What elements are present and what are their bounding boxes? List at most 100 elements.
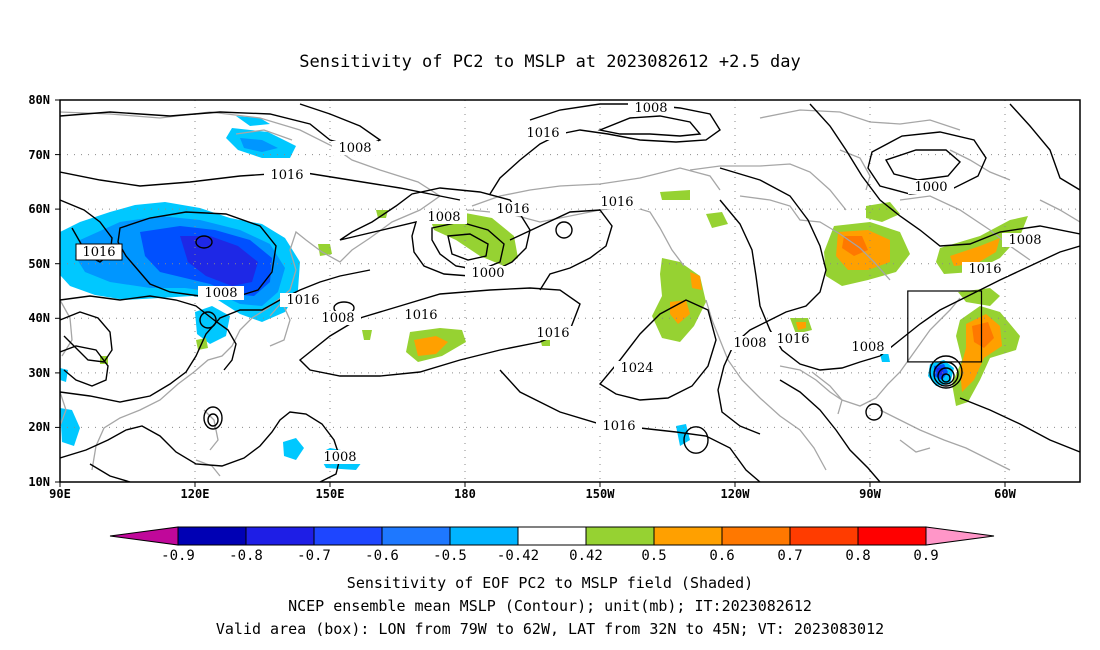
lat-label: 30N <box>28 366 50 380</box>
colorbar-tick-label: -0.8 <box>229 548 263 564</box>
lat-label: 40N <box>28 311 50 325</box>
contour-label: 1008 <box>315 311 361 326</box>
colorbar-swatch <box>653 526 723 546</box>
svg-text:1016: 1016 <box>82 245 115 260</box>
svg-text:1016: 1016 <box>776 332 809 347</box>
colorbar-tick-label: -0.42 <box>497 548 539 564</box>
contour-label: 1016 <box>280 293 326 308</box>
svg-text:1016: 1016 <box>536 326 569 341</box>
graticule <box>60 100 1080 482</box>
svg-text:1008: 1008 <box>634 101 667 116</box>
lat-label: 20N <box>28 420 50 434</box>
contour-label: 1016 <box>75 243 123 261</box>
colorbar-swatch <box>585 526 655 546</box>
caption-line-1: Sensitivity of EOF PC2 to MSLP field (Sh… <box>347 574 753 592</box>
contour-label: 1000 <box>908 180 954 195</box>
lat-label: 70N <box>28 148 50 162</box>
svg-text:1016: 1016 <box>526 126 559 141</box>
svg-text:1016: 1016 <box>602 419 635 434</box>
axis-ticks <box>55 99 1006 487</box>
colorbar-swatch <box>381 526 451 546</box>
colorbar-tick-label: 0.9 <box>913 548 938 564</box>
lat-label: 50N <box>28 257 50 271</box>
contour-label: 1000 <box>465 266 511 281</box>
contour-label: 1016 <box>490 202 536 217</box>
contour-label: 1008 <box>727 336 773 351</box>
valid-area-box <box>907 290 983 363</box>
contour-label: 1008 <box>421 210 467 225</box>
colorbar-tick-label: 0.6 <box>709 548 734 564</box>
lon-label: 120W <box>721 487 751 501</box>
colorbar-swatch <box>789 526 859 546</box>
lon-label: 90W <box>859 487 881 501</box>
map-frame: 1008 1008 1016 1016 1016 1016 1008 1000 … <box>28 93 1081 501</box>
colorbar-tick-label: -0.5 <box>433 548 467 564</box>
colorbar-swatch <box>313 526 383 546</box>
svg-text:1016: 1016 <box>600 195 633 210</box>
contour-label: 1008 <box>198 286 244 301</box>
contour-label: 1024 <box>614 361 660 376</box>
chart-title: Sensitivity of PC2 to MSLP at 2023082612… <box>299 52 801 72</box>
colorbar-tick-label: 0.42 <box>569 548 603 564</box>
svg-text:1008: 1008 <box>733 336 766 351</box>
latitude-labels: 80N 70N 60N 50N 40N 30N 20N 10N <box>28 93 50 489</box>
svg-text:1016: 1016 <box>270 168 303 183</box>
svg-text:1008: 1008 <box>427 210 460 225</box>
svg-text:1008: 1008 <box>204 286 237 301</box>
contour-label: 1016 <box>530 326 576 341</box>
colorbar-tick-label: -0.6 <box>365 548 399 564</box>
colorbar-tick-label: 0.7 <box>777 548 802 564</box>
svg-text:1016: 1016 <box>496 202 529 217</box>
colorbar-tick-label: 0.5 <box>641 548 666 564</box>
positive-sensitivity-shading <box>100 190 1028 406</box>
svg-text:1016: 1016 <box>968 262 1001 277</box>
colorbar-swatch <box>517 526 587 546</box>
lon-label: 120E <box>181 487 210 501</box>
contour-label: 1016 <box>264 168 310 183</box>
lat-label: 60N <box>28 202 50 216</box>
caption-line-2: NCEP ensemble mean MSLP (Contour); unit(… <box>288 597 812 615</box>
contour-label: 1016 <box>962 262 1008 277</box>
contour-label: 1008 <box>845 340 891 355</box>
svg-text:1008: 1008 <box>851 340 884 355</box>
longitude-labels: 90E 120E 150E 180 150W 120W 90W 60W <box>49 487 1016 501</box>
colorbar-tick-label: -0.7 <box>297 548 331 564</box>
contour-label: 1008 <box>332 141 378 156</box>
colorbar-swatch <box>721 526 791 546</box>
lat-label: 10N <box>28 475 50 489</box>
colorbar-swatch <box>177 526 247 546</box>
svg-text:1008: 1008 <box>1008 233 1041 248</box>
colorbar-swatch <box>449 526 519 546</box>
contour-label: 1016 <box>520 126 566 141</box>
colorbar-max-arrow <box>925 526 995 546</box>
contour-label: 1016 <box>398 308 444 323</box>
svg-text:1016: 1016 <box>404 308 437 323</box>
colorbar-tick-label: -0.9 <box>161 548 195 564</box>
contour-label: 1016 <box>770 332 816 347</box>
svg-text:1000: 1000 <box>471 266 504 281</box>
colorbar-tick-label: 0.8 <box>845 548 870 564</box>
lon-label: 150E <box>316 487 345 501</box>
lon-label: 90E <box>49 487 71 501</box>
contour-label: 1016 <box>594 195 640 210</box>
contour-label: 1016 <box>596 419 642 434</box>
lon-label: 150W <box>586 487 616 501</box>
lon-label: 60W <box>994 487 1016 501</box>
colorbar-min-arrow <box>109 526 179 546</box>
contour-labels: 1008 1008 1016 1016 1016 1016 1008 1000 … <box>75 101 1048 465</box>
contour-label: 1008 <box>317 450 363 465</box>
colorbar: -0.9 -0.8 -0.7 -0.6 -0.5 -0.42 0.42 0.5 … <box>109 526 995 564</box>
svg-text:1008: 1008 <box>321 311 354 326</box>
svg-text:1008: 1008 <box>338 141 371 156</box>
contour-label: 1008 <box>628 101 674 116</box>
svg-text:1000: 1000 <box>914 180 947 195</box>
caption-line-3: Valid area (box): LON from 79W to 62W, L… <box>216 620 884 638</box>
lon-label: 180 <box>454 487 476 501</box>
svg-text:1008: 1008 <box>323 450 356 465</box>
svg-text:1016: 1016 <box>286 293 319 308</box>
lat-label: 80N <box>28 93 50 107</box>
contour-label: 1008 <box>1002 233 1048 248</box>
svg-text:1024: 1024 <box>620 361 653 376</box>
colorbar-swatch <box>857 526 927 546</box>
colorbar-swatch <box>245 526 315 546</box>
